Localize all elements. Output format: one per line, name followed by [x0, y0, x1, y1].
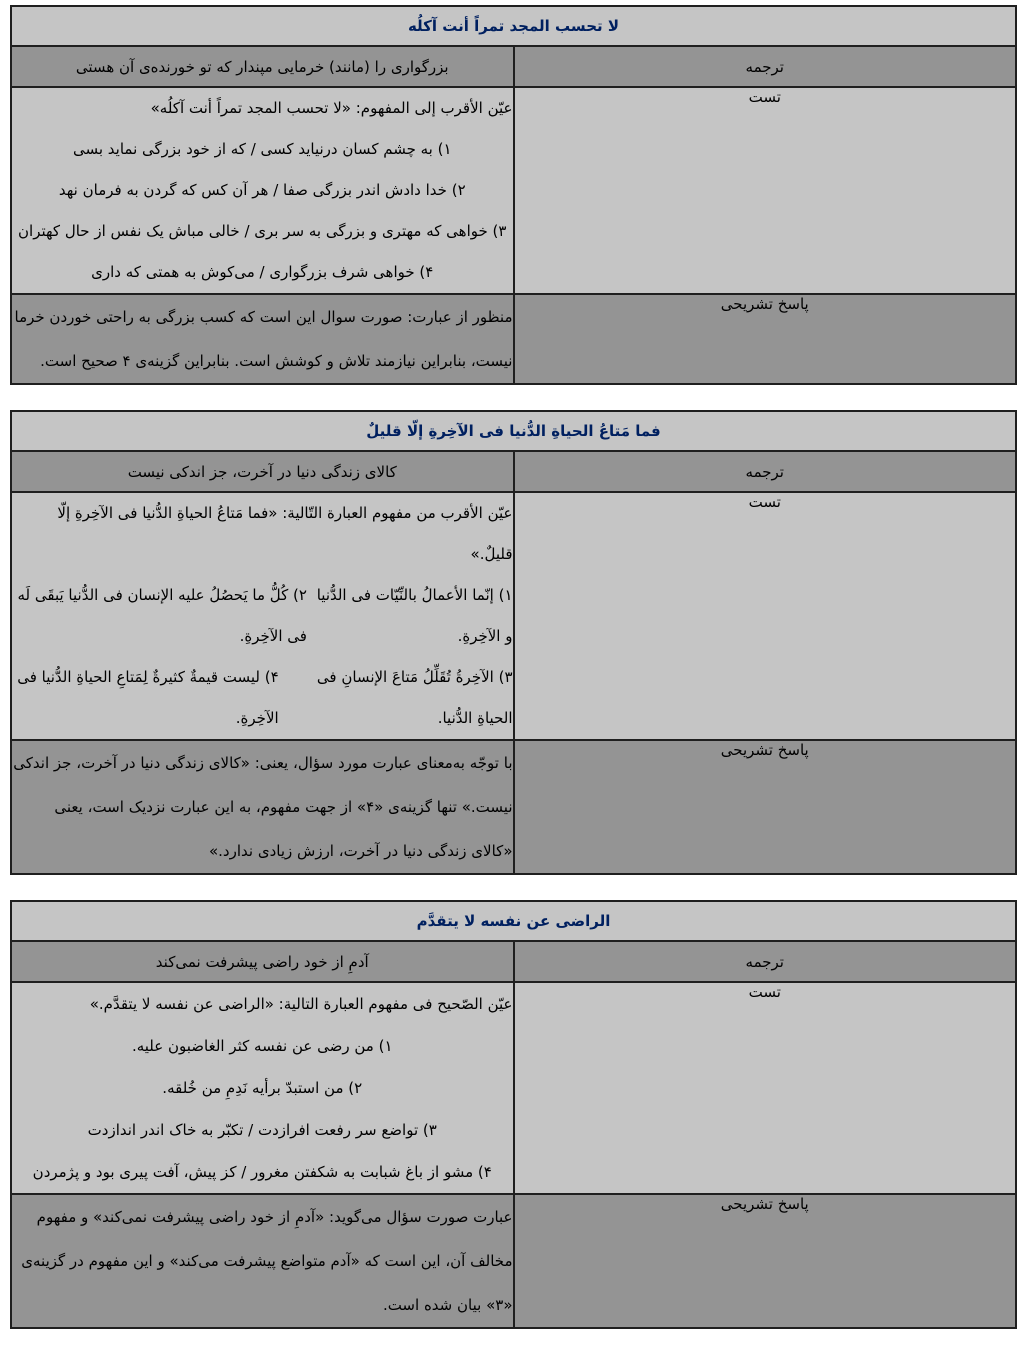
title-row: فما مَتاعُ الحیاةِ الدُّنیا فی الآخِرةِ …	[10, 410, 1017, 452]
option-line-3-4: ۳) الآخِرةُ تُقَلِّلُ مَتاعَ الإنسانِ فی…	[13, 657, 513, 738]
translation-text: بزرگواری را (مانند) خرمایی مپندار که تو …	[10, 45, 515, 88]
test-content: عیّن الأقرب من مفهوم العبارة التّالیة: «…	[10, 491, 515, 741]
translation-text: آدمِ از خود راضی پیشرفت نمی‌کند	[10, 940, 515, 983]
translation-label: ترجمه	[512, 45, 1017, 88]
table-title: الراضی عن نفسه لا یتقدَّم	[10, 900, 1017, 942]
option-1: ۱) به چشم کسان درنیاید کسی / که از خود ب…	[72, 140, 452, 158]
translation-row: ترجمه آدمِ از خود راضی پیشرفت نمی‌کند	[10, 940, 1017, 983]
answer-row: پاسخ تشریحی منظور از عبارت: صورت سوال ای…	[10, 293, 1017, 385]
option-3: ۳) تواضع سر رفعت افرازدت / تکبّر به خاک …	[87, 1121, 437, 1139]
test-question: عیّن الأقرب من مفهوم العبارة التّالیة: «…	[57, 504, 513, 563]
translation-row: ترجمه بزرگواری را (مانند) خرمایی مپندار …	[10, 45, 1017, 88]
test-row: تست عیّن الصّحیح فی مفهوم العبارة التالی…	[10, 981, 1017, 1195]
option-4: ۴) لیست قیمةٌ کثیرةٌ لِمَتاعِ الحیاةِ ال…	[17, 668, 279, 727]
test-question: عیّن الصّحیح فی مفهوم العبارة التالیة: «…	[89, 995, 513, 1013]
option-2: ۲) کُلُّ ما یَحصُلُ علیه الإنسان فی الدُ…	[17, 586, 307, 645]
answer-label: پاسخ تشریحی	[512, 1193, 1017, 1329]
table-title: لا تحسب المجد تمراً أنت آکلُه	[10, 5, 1017, 47]
question-table-1: لا تحسب المجد تمراً أنت آکلُه ترجمه بزرگ…	[10, 5, 1017, 385]
translation-label: ترجمه	[512, 940, 1017, 983]
test-label: تست	[512, 491, 1017, 741]
answer-label: پاسخ تشریحی	[512, 293, 1017, 385]
option-1: ۱) إنّما الأعمالُ بالنِّیّات فی الدُّنیا…	[316, 586, 513, 645]
test-question: عیّن الأقرب إلی المفهوم: «لا تحسب المجد …	[150, 99, 513, 117]
translation-label: ترجمه	[512, 450, 1017, 493]
title-row: لا تحسب المجد تمراً أنت آکلُه	[10, 5, 1017, 47]
test-content: عیّن الصّحیح فی مفهوم العبارة التالیة: «…	[10, 981, 515, 1195]
answer-text: عبارت صورت سؤال می‌گوید: «آدمِ از خود را…	[10, 1193, 515, 1329]
answer-text: با توجّه به‌معنای عبارت مورد سؤال، یعنی:…	[10, 739, 515, 875]
table-title: فما مَتاعُ الحیاةِ الدُّنیا فی الآخِرةِ …	[10, 410, 1017, 452]
test-row: تست عیّن الأقرب إلی المفهوم: «لا تحسب ال…	[10, 86, 1017, 295]
answer-label: پاسخ تشریحی	[512, 739, 1017, 875]
option-4: ۴) مشو از باغ شبابت به شکفتن مغرور / کز …	[32, 1163, 492, 1181]
test-label: تست	[512, 981, 1017, 1195]
answer-row: پاسخ تشریحی با توجّه به‌معنای عبارت مورد…	[10, 739, 1017, 875]
option-4: ۴) خواهی شرف بزرگواری / می‌کوش به همتی ک…	[91, 263, 434, 281]
question-table-2: فما مَتاعُ الحیاةِ الدُّنیا فی الآخِرةِ …	[10, 410, 1017, 875]
option-2: ۲) خدا دادش اندر بزرگی صفا / هر آن کس که…	[58, 181, 466, 199]
answer-row: پاسخ تشریحی عبارت صورت سؤال می‌گوید: «آد…	[10, 1193, 1017, 1329]
translation-row: ترجمه کالای زندگی دنیا در آخرت، جز اندکی…	[10, 450, 1017, 493]
option-2: ۲) من استبدّ برأیه نَدِمِ من خُلقه.	[162, 1079, 363, 1097]
title-row: الراضی عن نفسه لا یتقدَّم	[10, 900, 1017, 942]
option-3: ۳) خواهی که مهتری و بزرگی به سر بری / خا…	[18, 222, 507, 240]
option-line-1-2: ۱) إنّما الأعمالُ بالنِّیّات فی الدُّنیا…	[13, 575, 513, 657]
option-3: ۳) الآخِرةُ تُقَلِّلُ مَتاعَ الإنسانِ فی…	[316, 668, 513, 727]
answer-text: منظور از عبارت: صورت سوال این است که کسب…	[10, 293, 515, 385]
option-1: ۱) من رضی عن نفسه کثر الغاضبون علیه.	[131, 1037, 393, 1055]
test-content: عیّن الأقرب إلی المفهوم: «لا تحسب المجد …	[10, 86, 515, 295]
translation-text: کالای زندگی دنیا در آخرت، جز اندکی نیست	[10, 450, 515, 493]
test-label: تست	[512, 86, 1017, 295]
test-row: تست عیّن الأقرب من مفهوم العبارة التّالی…	[10, 491, 1017, 741]
